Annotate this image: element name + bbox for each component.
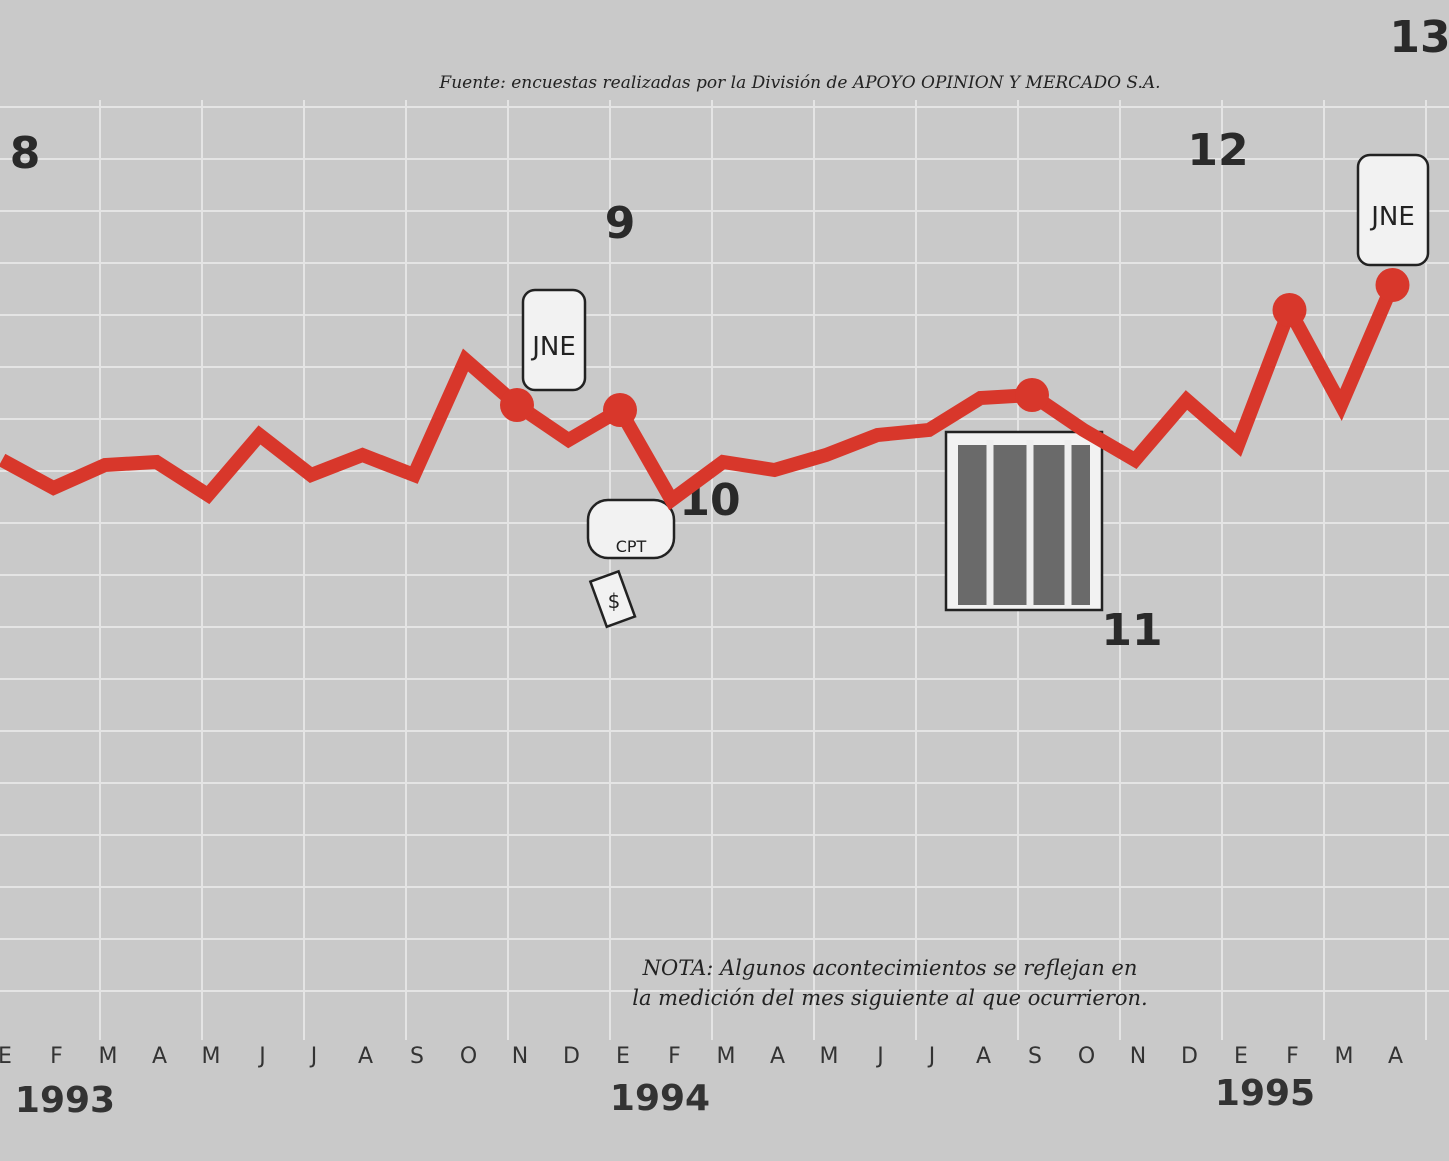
note: la medición del mes siguiente al que ocu… — [632, 986, 1147, 1010]
x-tick-label: O — [460, 1044, 479, 1069]
x-tick-label: S — [410, 1044, 426, 1069]
x-tick-label: J — [309, 1044, 320, 1069]
x-tick-label: M — [717, 1044, 738, 1069]
jail-bars — [986, 440, 1072, 608]
x-tick-label: E — [1234, 1044, 1250, 1069]
x-tick-label: O — [1078, 1044, 1097, 1069]
x-tick-label: A — [976, 1044, 993, 1069]
x-tick-label: M — [1335, 1044, 1356, 1069]
background-grid — [0, 100, 1449, 1040]
year-label: 1993 — [15, 1080, 115, 1121]
x-tick-label: J — [257, 1044, 268, 1069]
x-tick-label: S — [1028, 1044, 1044, 1069]
x-tick-label: A — [152, 1044, 169, 1069]
tag-label: $ — [608, 589, 621, 613]
event-dot — [1375, 268, 1410, 302]
x-tick-label: E — [616, 1044, 632, 1069]
phone-label: CPT — [616, 537, 647, 556]
ballot-box — [1356, 153, 1430, 267]
x-tick-label: N — [512, 1044, 530, 1069]
source: Fuente: encuestas realizadas por la Divi… — [438, 73, 1160, 93]
phone — [586, 498, 676, 560]
event-number: 13 — [1389, 12, 1449, 63]
x-tick-label: M — [99, 1044, 120, 1069]
x-tick-label: N — [1130, 1044, 1148, 1069]
x-tick-label: J — [875, 1044, 886, 1069]
x-tick-label: F — [1286, 1044, 1301, 1069]
event-dot — [1015, 378, 1049, 412]
x-tick-label: M — [820, 1044, 841, 1069]
x-tick-label: D — [1181, 1044, 1200, 1069]
x-tick-label: J — [927, 1044, 938, 1069]
x-tick-label: D — [563, 1044, 582, 1069]
event-dot — [1272, 293, 1307, 327]
year-label: 1995 — [1215, 1073, 1315, 1114]
box-label: JNE — [530, 332, 576, 362]
approval-line — [0, 282, 1399, 511]
x-tick-label: E — [0, 1044, 14, 1069]
box-label: JNE — [1369, 202, 1415, 232]
x-tick-label: A — [770, 1044, 787, 1069]
x-tick-label: F — [50, 1044, 65, 1069]
x-tick-label: M — [202, 1044, 223, 1069]
year-label: 1994 — [610, 1078, 710, 1119]
event-number: 8 — [10, 128, 41, 179]
event-number: 12 — [1187, 125, 1248, 176]
x-tick-label: F — [668, 1044, 683, 1069]
x-tick-label: A — [1388, 1044, 1405, 1069]
event-number: 11 — [1101, 605, 1162, 656]
price-tag — [588, 569, 637, 629]
event-dot — [500, 388, 534, 422]
ballot-box — [521, 288, 587, 392]
note: NOTA: Algunos acontecimientos se refleja… — [642, 956, 1138, 980]
x-tick-label: A — [358, 1044, 375, 1069]
event-number: 9 — [605, 198, 636, 249]
event-dot — [603, 393, 637, 427]
